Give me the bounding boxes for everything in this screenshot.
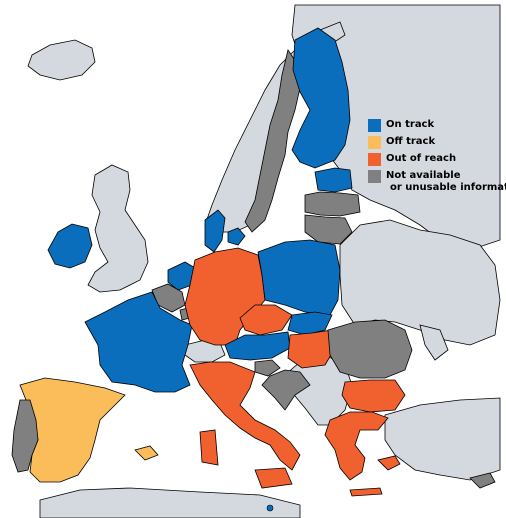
region-romania	[327, 319, 413, 379]
legend-label-not-available: Not available or unusable information	[386, 170, 506, 194]
region-moldova	[419, 324, 449, 361]
region-italy	[189, 361, 301, 489]
region-hungary	[287, 329, 336, 369]
region-latvia	[304, 191, 361, 217]
region-finland	[291, 27, 351, 169]
region-slovenia	[254, 359, 281, 377]
legend-swatch-on-track	[368, 119, 381, 132]
region-estonia	[314, 167, 353, 193]
region-malta	[266, 504, 274, 512]
region-bulgaria	[341, 379, 406, 413]
region-denmark	[204, 209, 246, 253]
legend-label-off-track: Off track	[386, 136, 436, 147]
legend-label-not-available-line1: Not available	[386, 170, 461, 181]
region-iceland	[27, 39, 96, 81]
region-slovakia	[287, 311, 333, 336]
region-united-kingdom	[87, 164, 149, 293]
region-north-africa	[39, 487, 301, 518]
legend-swatch-not-available	[368, 170, 381, 183]
region-croatia	[261, 369, 311, 411]
legend-label-on-track: On track	[386, 119, 435, 130]
region-greece	[324, 411, 401, 497]
legend-label-not-available-line2: or unusable information	[390, 182, 506, 193]
legend-label-out-of-reach: Out of reach	[386, 153, 457, 164]
region-poland	[257, 239, 341, 316]
non-eu-land	[27, 4, 501, 518]
region-czechia	[239, 304, 293, 336]
region-france	[84, 291, 193, 393]
region-ireland	[47, 223, 93, 269]
legend-swatch-off-track	[368, 136, 381, 149]
region-sweden	[244, 49, 301, 233]
region-cyprus	[469, 472, 496, 489]
region-lithuania	[304, 214, 353, 245]
legend-swatch-out-of-reach	[368, 153, 381, 166]
region-portugal	[11, 399, 39, 473]
region-turkey	[384, 397, 501, 481]
region-belarus-ukraine	[339, 219, 501, 346]
